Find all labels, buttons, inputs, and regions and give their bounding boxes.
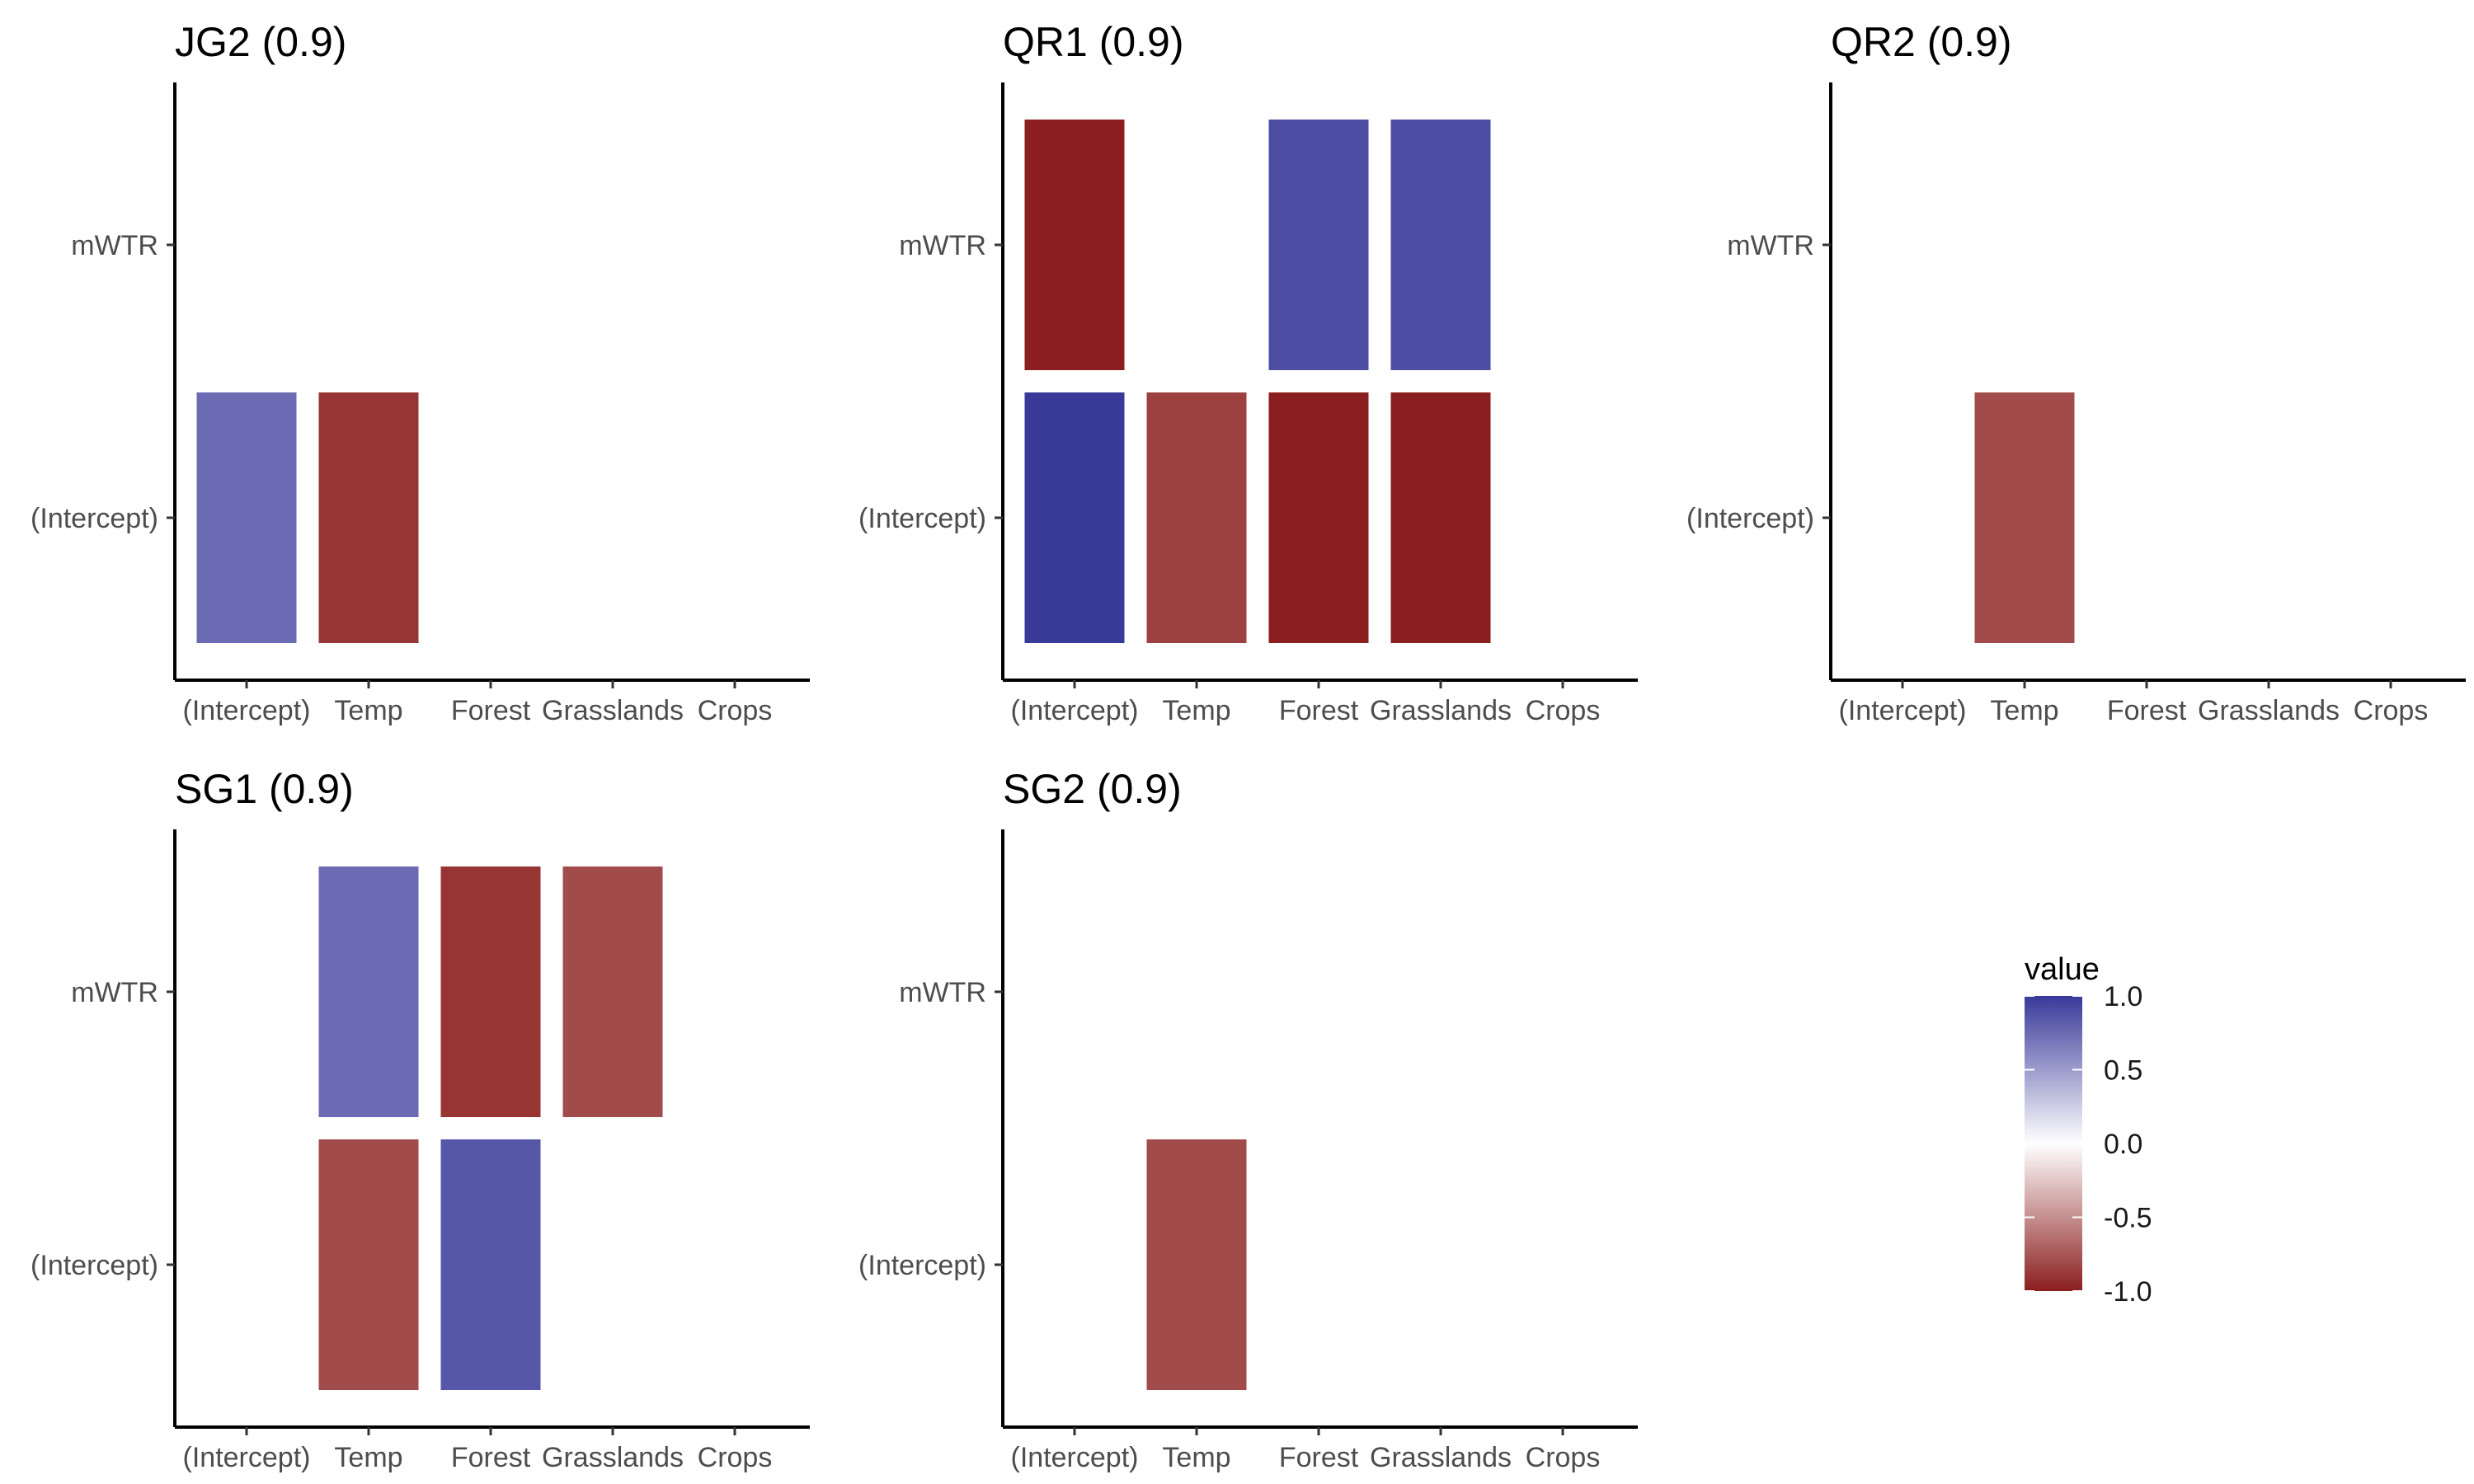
x-tick-label: (Intercept) [1011, 1442, 1139, 1473]
x-tick-label: Crops [698, 695, 773, 726]
y-tick-label: (Intercept) [31, 503, 158, 534]
x-tick-label: Temp [1990, 695, 2058, 726]
x-tick-label: Temp [334, 695, 402, 726]
panel-sg1-0-9: SG1 (0.9) (Intercept) Temp Forest Grasslands… [31, 766, 810, 1473]
x-tick-label: (Intercept) [183, 1442, 311, 1473]
x-tick-label: Grasslands [542, 695, 684, 726]
legend-label: 1.0 [2104, 981, 2142, 1012]
x-tick-label: Grasslands [1370, 695, 1512, 726]
panel-title: SG2 (0.9) [1003, 766, 1182, 812]
tile-forest-mwtr [440, 866, 541, 1117]
tile-intercept-intercept [196, 392, 297, 643]
legend-label: 0.5 [2104, 1055, 2142, 1087]
tile-grasslands-mwtr [562, 866, 663, 1117]
x-tick-label: Temp [334, 1442, 402, 1473]
legend-title: value [2025, 952, 2100, 987]
y-tick-label: (Intercept) [31, 1250, 158, 1281]
x-tick-label: Forest [1279, 695, 1359, 726]
x-tick-label: Forest [451, 1442, 531, 1473]
legend-label: -0.5 [2104, 1203, 2152, 1234]
x-tick-label: Crops [1526, 695, 1601, 726]
x-tick-label: Crops [698, 1442, 773, 1473]
y-tick-label: (Intercept) [858, 1250, 986, 1281]
tile-temp-intercept [1974, 392, 2075, 643]
tile-temp-intercept [1146, 1139, 1247, 1390]
panel-qr2-0-9: QR2 (0.9) (Intercept) Temp Forest Grasslands… [1686, 19, 2466, 726]
x-tick-label: Forest [451, 695, 531, 726]
tile-forest-intercept [1268, 392, 1369, 643]
panel-qr1-0-9: QR1 (0.9) (Intercept) Temp Forest Grasslands… [858, 19, 1638, 726]
y-tick-label: (Intercept) [1686, 503, 1814, 534]
tile-intercept-intercept [1024, 392, 1125, 643]
y-tick-label: mWTR [899, 977, 986, 1008]
panel-sg2-0-9: SG2 (0.9) (Intercept) Temp Forest Grasslands… [858, 766, 1638, 1473]
tile-intercept-mwtr [1024, 120, 1125, 370]
x-tick-label: Temp [1162, 695, 1230, 726]
x-tick-label: Grasslands [2198, 695, 2340, 726]
tile-temp-intercept [318, 1139, 419, 1390]
x-tick-label: Temp [1162, 1442, 1230, 1473]
panel-title: SG1 (0.9) [175, 766, 354, 812]
tile-temp-intercept [1146, 392, 1247, 643]
x-tick-label: Grasslands [542, 1442, 684, 1473]
x-tick-label: Forest [2107, 695, 2187, 726]
tile-grasslands-intercept [1390, 392, 1491, 643]
tile-forest-intercept [440, 1139, 541, 1390]
tile-grasslands-mwtr [1390, 120, 1491, 370]
legend-label: -1.0 [2104, 1276, 2152, 1308]
panel-title: QR1 (0.9) [1003, 19, 1184, 65]
x-tick-label: Forest [1279, 1442, 1359, 1473]
panel-jg2-0-9: JG2 (0.9) (Intercept) Temp Forest Grasslands… [31, 19, 810, 726]
y-tick-label: mWTR [71, 977, 158, 1008]
y-tick-label: (Intercept) [858, 503, 986, 534]
tile-temp-mwtr [318, 866, 419, 1117]
x-tick-label: (Intercept) [1839, 695, 1967, 726]
y-tick-label: mWTR [899, 230, 986, 261]
x-tick-label: (Intercept) [183, 695, 311, 726]
x-tick-label: Grasslands [1370, 1442, 1512, 1473]
x-tick-label: Crops [1526, 1442, 1601, 1473]
tile-temp-intercept [318, 392, 419, 643]
panel-title: QR2 (0.9) [1831, 19, 2012, 65]
tile-forest-mwtr [1268, 120, 1369, 370]
y-tick-label: mWTR [71, 230, 158, 261]
x-tick-label: (Intercept) [1011, 695, 1139, 726]
x-tick-label: Crops [2354, 695, 2429, 726]
panel-title: JG2 (0.9) [175, 19, 346, 65]
legend-label: 0.0 [2104, 1129, 2142, 1160]
facet-panels: JG2 (0.9) (Intercept) Temp Forest Grasslands… [31, 19, 2466, 1473]
y-tick-label: mWTR [1727, 230, 1814, 261]
